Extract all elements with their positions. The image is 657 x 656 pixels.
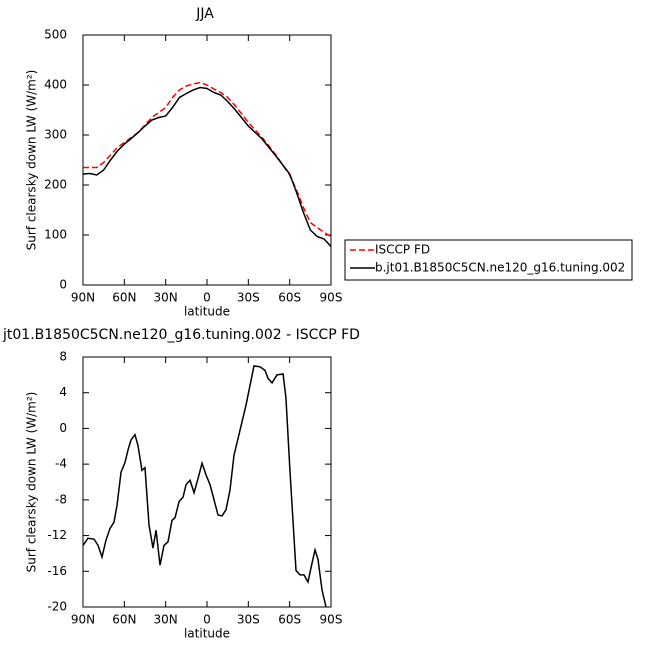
x-tick-label: 60S	[278, 613, 301, 627]
chart-title: JJA	[195, 6, 214, 22]
legend-box	[344, 239, 633, 281]
series-line	[83, 81, 331, 238]
x-tick-label: 60S	[278, 291, 301, 305]
x-tick-label: 0	[203, 291, 211, 305]
y-tick-label: 500	[44, 28, 67, 42]
y-tick-label: 200	[44, 178, 67, 192]
y-tick-label: -16	[47, 564, 67, 578]
x-tick-label: 90S	[320, 291, 343, 305]
x-axis-label: latitude	[184, 627, 230, 641]
x-tick-label: 30N	[154, 291, 178, 305]
plot-frame	[82, 34, 332, 286]
y-tick-label: -4	[55, 457, 67, 471]
x-tick-label: 60N	[112, 613, 136, 627]
chart-title: jt01.B1850C5CN.ne120_g16.tuning.002 - IS…	[2, 327, 360, 343]
y-tick-label: 4	[59, 385, 67, 399]
x-tick-label: 30S	[237, 613, 260, 627]
x-tick-label: 30N	[154, 613, 178, 627]
y-axis-label: Surf clearsky down LW (W/m²)	[25, 70, 39, 251]
y-tick-label: -20	[47, 600, 67, 614]
y-tick-label: -8	[55, 492, 67, 506]
y-axis-label: Surf clearsky down LW (W/m²)	[25, 392, 39, 573]
x-tick-label: 90N	[71, 613, 95, 627]
legend-label: b.jt01.B1850C5CN.ne120_g16.tuning.002	[375, 261, 625, 275]
x-tick-label: 30S	[237, 291, 260, 305]
x-tick-label: 60N	[112, 291, 136, 305]
y-tick-label: 8	[59, 350, 67, 364]
series-line	[83, 365, 327, 607]
x-tick-label: 90S	[320, 613, 343, 627]
x-tick-label: 90N	[71, 291, 95, 305]
y-tick-label: 400	[44, 78, 67, 92]
y-tick-label: 0	[59, 278, 67, 292]
x-axis-label: latitude	[184, 305, 230, 319]
y-tick-label: 0	[59, 421, 67, 435]
legend-label: ISCCP FD	[375, 243, 430, 257]
y-tick-label: 100	[44, 228, 67, 242]
y-tick-label: -12	[47, 528, 67, 542]
x-tick-label: 0	[203, 613, 211, 627]
series-line	[83, 86, 331, 248]
y-tick-label: 300	[44, 128, 67, 142]
